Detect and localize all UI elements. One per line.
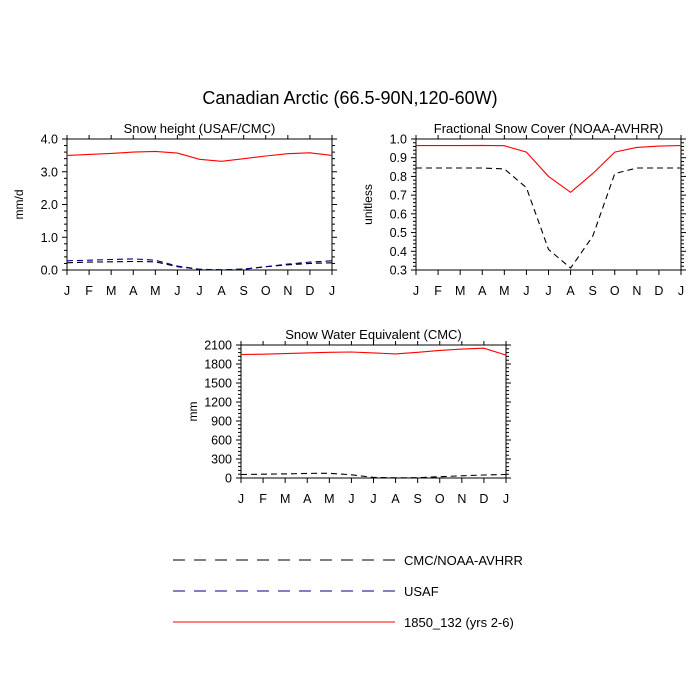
chart-title: Snow height (USAF/CMC) [124,121,276,136]
x-tick-label: J [196,284,202,298]
x-tick-label: N [283,284,292,298]
x-tick-label: M [499,284,509,298]
plot-frame [240,344,507,479]
x-tick-label: M [106,284,116,298]
x-tick-label: S [239,284,247,298]
y-tick-label: 1.0 [390,133,407,147]
y-tick-label: 0.4 [390,245,407,259]
series-line-cmc-noaa-avhrr [416,167,681,269]
x-tick-label: M [280,492,290,506]
x-tick-label: J [503,492,509,506]
y-axis-label: mm/d [12,190,26,220]
x-tick-label: N [457,492,466,506]
y-tick-label: 0.0 [41,264,58,278]
y-axis-label: unitless [361,184,375,225]
chart-fractional-snow-cover: Fractional Snow Cover (NOAA-AVHRR) unitle… [361,121,686,298]
series-line-1850-132-yrs-2-6 [66,150,333,162]
series-line-1850-132-yrs-2-6 [416,144,682,193]
legend-label: CMC/NOAA-AVHRR [404,553,523,568]
x-tick-label: J [64,284,70,298]
x-tick-label: A [566,284,575,298]
y-tick-label: 0.9 [390,151,407,165]
x-tick-label: J [329,284,335,298]
x-tick-label: M [455,284,465,298]
y-tick-label: 0.6 [390,207,407,221]
y-tick-label: 0.7 [390,189,407,203]
y-tick-label: 600 [211,434,232,448]
chart-title: Snow Water Equivalent (CMC) [285,327,462,342]
x-tick-label: D [479,492,488,506]
chart-snow-height: Snow height (USAF/CMC) mm/d 0.0 1.0 2.0 3.0 4.… [12,121,337,298]
x-tick-label: S [588,284,596,298]
x-tick-label: M [150,284,160,298]
x-tick-label: M [324,492,334,506]
x-tick-label: J [413,284,419,298]
x-tick-label: N [632,284,641,298]
plot-frame [415,138,682,271]
x-tick-label: A [478,284,487,298]
series-line-1850-132-yrs-2-6 [240,347,507,356]
x-tick-label: O [610,284,620,298]
x-tick-label: D [654,284,663,298]
y-axis-label: mm [186,402,200,422]
x-tick-label: F [434,284,442,298]
x-tick-label: J [348,492,354,506]
y-tick-label: 0.5 [390,226,407,240]
legend-label: USAF [404,584,439,599]
x-tick-label: O [261,284,271,298]
y-tick-label: 4.0 [41,133,58,147]
x-tick-label: D [305,284,314,298]
figure-title: Canadian Arctic (66.5-90N,120-60W) [202,88,497,108]
chart-title: Fractional Snow Cover (NOAA-AVHRR) [434,121,663,136]
y-tick-label: 2.0 [41,198,58,212]
series-line-cmc-noaa-avhrr [240,472,507,479]
x-tick-label: J [238,492,244,506]
y-tick-label: 0.3 [390,264,407,278]
x-tick-label: J [678,284,684,298]
x-tick-label: S [413,492,421,506]
x-tick-label: A [217,284,226,298]
y-tick-label: 2100 [204,339,232,353]
y-tick-label: 900 [211,415,232,429]
x-tick-label: J [370,492,376,506]
x-tick-label: A [129,284,138,298]
series-line-cmc-noaa-avhrr [66,260,333,271]
y-tick-label: 1200 [204,396,232,410]
y-tick-label: 300 [211,453,232,467]
y-tick-label: 1.0 [41,231,58,245]
y-tick-label: 0 [225,472,232,486]
x-tick-label: O [435,492,445,506]
x-tick-label: F [259,492,267,506]
series-line-usaf [66,258,333,271]
x-tick-label: A [391,492,400,506]
chart-snow-water-equivalent: Snow Water Equivalent (CMC) mm 0 300 600 900 1… [186,327,511,506]
legend: CMC/NOAA-AVHRR USAF 1850_132 (yrs 2-6) [173,553,523,630]
x-tick-label: A [303,492,312,506]
y-tick-label: 0.8 [390,170,407,184]
y-tick-label: 1800 [204,358,232,372]
legend-label: 1850_132 (yrs 2-6) [404,615,514,630]
plot-frame [66,138,333,271]
y-tick-label: 1500 [204,377,232,391]
x-tick-label: J [523,284,529,298]
x-tick-label: J [174,284,180,298]
y-tick-label: 3.0 [41,165,58,179]
x-tick-label: F [85,284,93,298]
x-tick-label: J [545,284,551,298]
